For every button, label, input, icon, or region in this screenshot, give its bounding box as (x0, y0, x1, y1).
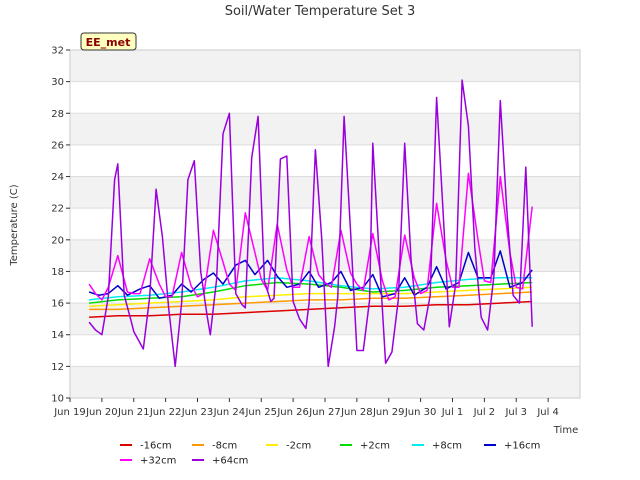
x-tick-label: Jul 2 (473, 407, 496, 418)
y-tick-label: 32 (51, 46, 64, 57)
x-tick-label: Jun 20 (85, 407, 118, 418)
y-tick-label: 16 (51, 299, 64, 310)
x-tick-label: Jun 28 (340, 407, 373, 418)
series-line (88, 79, 533, 368)
legend-label: -16cm (140, 441, 172, 452)
y-tick-label: 26 (51, 140, 64, 151)
series-line (89, 300, 533, 319)
legend-label: +32cm (140, 456, 176, 467)
station-badge: EE_met (80, 32, 137, 51)
y-tick-label: 18 (51, 267, 64, 278)
plot-band (70, 113, 580, 145)
station-badge-label: EE_met (86, 36, 131, 49)
x-tick-label: Jun 23 (181, 407, 214, 418)
y-tick-label: 28 (51, 109, 64, 120)
y-tick-label: 10 (51, 394, 64, 405)
plot-band (70, 239, 580, 272)
x-tick-label: Jul 4 (536, 407, 559, 418)
x-tick-label: Jun 21 (117, 407, 150, 418)
y-tick-label: 20 (51, 235, 64, 246)
x-axis-ticks: Jun 19 Jun 20 Jun 21 Jun 22 Jun 23 Jun 24 Jun … (53, 398, 559, 418)
legend-label: -8cm (212, 441, 237, 452)
legend: -16cm -8cm -2cm +2cm +8cm +16cm +32cm +64cm (120, 441, 540, 467)
y-tick-label: 24 (51, 172, 64, 183)
legend-label: +64cm (212, 456, 248, 467)
y-tick-label: 14 (51, 330, 64, 341)
x-tick-label: Jun 27 (308, 407, 341, 418)
y-tick-label: 30 (51, 77, 64, 88)
chart-title: Soil/Water Temperature Set 3 (225, 4, 416, 19)
x-tick-label: Jun 26 (276, 407, 309, 418)
x-tick-label: Jun 25 (244, 407, 277, 418)
x-tick-label: Jun 24 (213, 407, 246, 418)
series-line (88, 172, 533, 301)
series-line (89, 277, 533, 301)
station-badge-box (80, 32, 137, 51)
x-tick-label: Jul 1 (441, 407, 464, 418)
x-tick-label: Jun 29 (372, 407, 405, 418)
legend-label: +8cm (432, 441, 462, 452)
y-tick-label: 22 (51, 204, 64, 215)
x-tick-label: Jun 30 (404, 407, 437, 418)
y-axis-ticks: 10 12 14 16 18 20 22 24 26 28 30 32 (51, 46, 70, 405)
plot-band (70, 50, 580, 82)
legend-label: -2cm (286, 441, 311, 452)
legend-label: +2cm (360, 441, 390, 452)
x-tick-label: Jun 19 (53, 407, 86, 418)
x-axis-label: Time (553, 425, 578, 436)
legend-label: +16cm (504, 441, 540, 452)
plot-band (70, 366, 580, 398)
x-tick-label: Jun 22 (149, 407, 182, 418)
x-tick-label: Jul 3 (504, 407, 527, 418)
y-tick-label: 12 (51, 362, 64, 373)
series-lines (88, 79, 533, 368)
y-axis-label: Temperature (C) (9, 184, 20, 266)
